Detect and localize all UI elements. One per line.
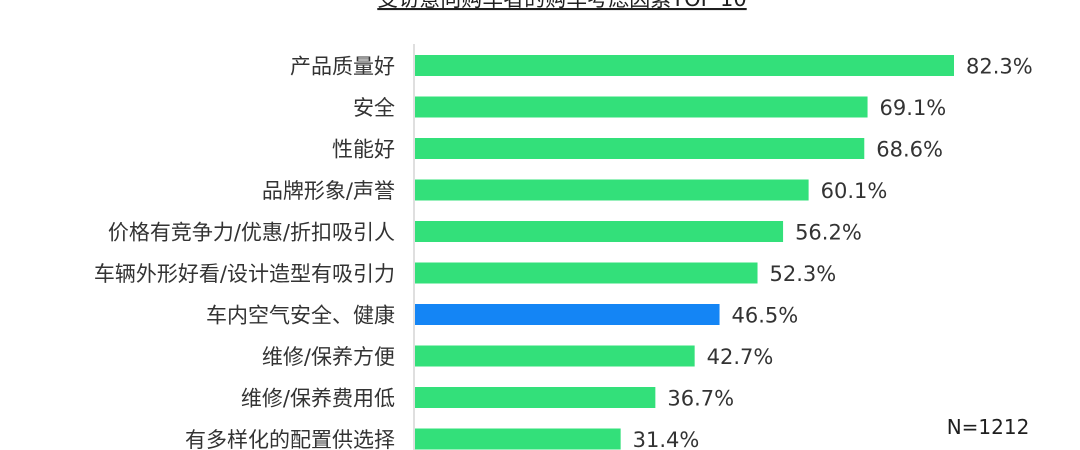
value-label-2: 69.1% <box>880 96 947 120</box>
category-label-10: 有多样化的配置供选择 <box>185 428 395 450</box>
category-label-6: 车辆外形好看/设计造型有吸引力 <box>94 262 395 286</box>
value-label-9: 36.7% <box>667 387 734 411</box>
bar-1 <box>415 55 954 76</box>
value-label-10: 31.4% <box>633 428 700 450</box>
bar-5 <box>415 221 784 242</box>
bars-group: 产品质量好 82.3% 安全 69.1% 性能好 68.6% 品牌形象/声誉 60.1% 价格有… <box>94 55 1033 450</box>
category-label-8: 维修/保养方便 <box>262 345 395 369</box>
bar-3 <box>415 138 865 159</box>
bar-9 <box>415 387 656 408</box>
sample-size-note: N=1212 <box>947 415 1030 439</box>
bar-6 <box>415 262 758 284</box>
value-label-1: 82.3% <box>966 55 1033 79</box>
value-label-5: 56.2% <box>795 221 862 245</box>
category-label-9: 维修/保养费用低 <box>241 387 395 411</box>
category-label-3: 性能好 <box>332 138 395 162</box>
category-label-2: 安全 <box>353 96 395 120</box>
category-label-4: 品牌形象/声誉 <box>262 179 395 203</box>
bar-8 <box>415 345 695 367</box>
bar-10 <box>415 428 621 450</box>
value-label-4: 60.1% <box>821 179 888 203</box>
value-label-8: 42.7% <box>707 345 774 369</box>
category-label-7: 车内空气安全、健康 <box>206 304 395 328</box>
value-label-7: 46.5% <box>732 304 799 328</box>
value-label-6: 52.3% <box>770 262 837 286</box>
chart-title: 受访意向购车者的购车考虑因素TOP 10 <box>377 0 746 11</box>
category-label-1: 产品质量好 <box>290 55 395 79</box>
bar-7 <box>415 304 720 325</box>
bar-4 <box>415 179 809 201</box>
bar-2 <box>415 96 868 118</box>
value-label-3: 68.6% <box>876 138 943 162</box>
category-label-5: 价格有竞争力/优惠/折扣吸引人 <box>108 221 395 245</box>
